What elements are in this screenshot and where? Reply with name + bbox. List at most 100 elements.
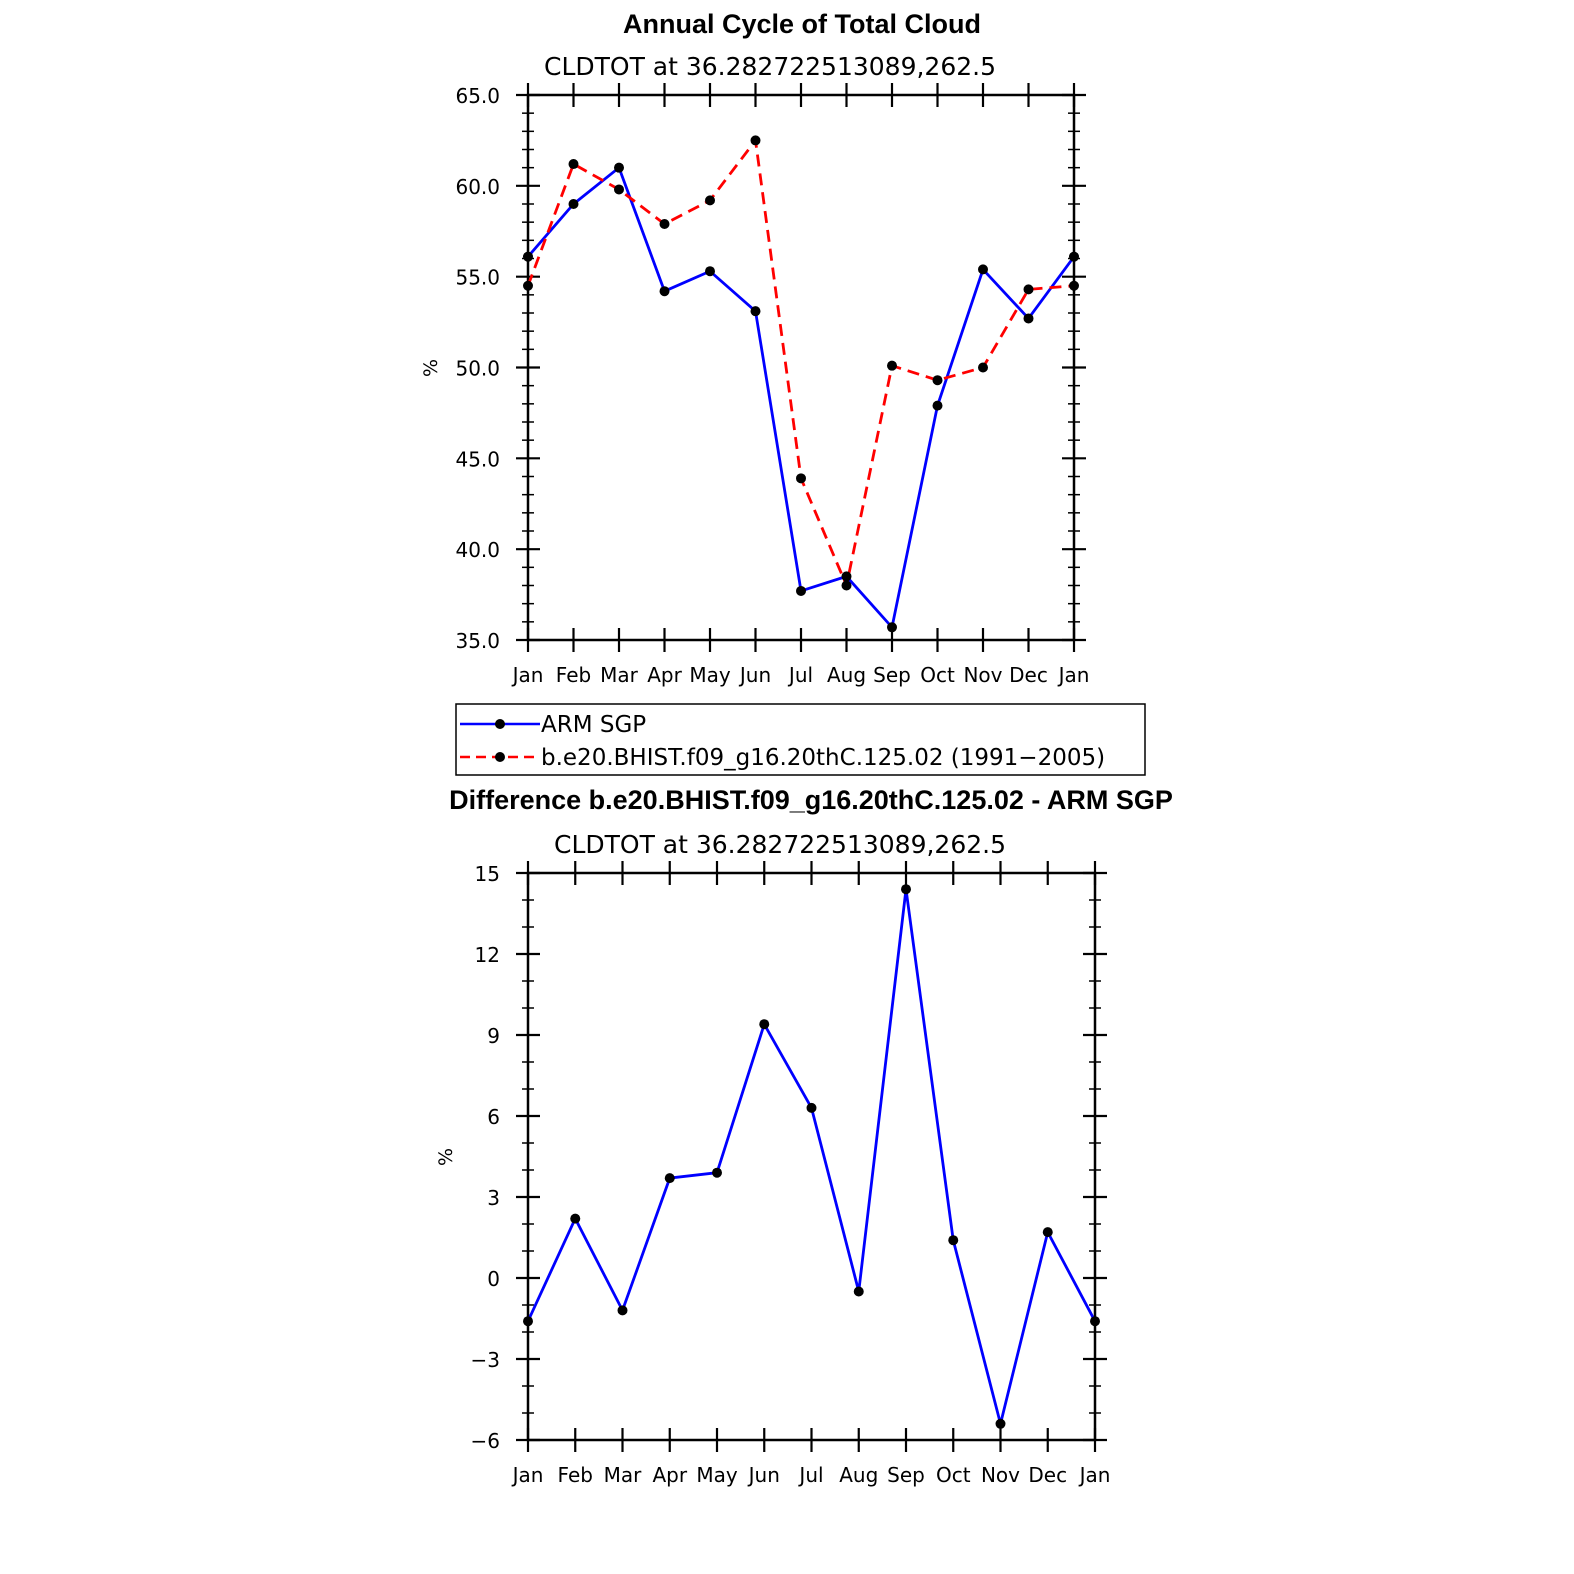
chart2-ytick-label: 15 bbox=[475, 862, 500, 886]
chart1-point bbox=[523, 251, 533, 262]
annual-cycle-chart: Annual Cycle of Total Cloud CLDTOT at 36… bbox=[420, 9, 1146, 776]
chart1-xtick-label: Jul bbox=[787, 663, 813, 687]
chart1-xtick-label: Jan bbox=[1057, 663, 1090, 687]
difference-chart: Difference b.e20.BHIST.f09_g16.20thC.125… bbox=[435, 785, 1173, 1487]
chart2-plot-frame bbox=[526, 871, 1097, 1442]
legend-label-arm: ARM SGP bbox=[541, 712, 646, 738]
chart1-xtick-label: Oct bbox=[920, 663, 955, 687]
chart1-ylabel: % bbox=[420, 359, 442, 377]
chart2-series bbox=[523, 884, 1100, 1429]
legend-box bbox=[455, 703, 1146, 776]
chart1-point bbox=[796, 585, 806, 596]
chart1-xtick-label: May bbox=[689, 663, 731, 687]
chart2-point bbox=[712, 1167, 722, 1178]
chart2-point bbox=[759, 1019, 770, 1030]
chart1-point bbox=[841, 580, 852, 591]
chart1-point bbox=[978, 264, 988, 275]
chart2-point bbox=[948, 1235, 959, 1246]
chart1-xtick-label: Aug bbox=[827, 663, 866, 687]
chart2-ylabel: % bbox=[435, 1148, 457, 1166]
chart1-point bbox=[1069, 251, 1079, 262]
chart1-xtick-label: Mar bbox=[600, 663, 639, 687]
chart2-xtick-label: Oct bbox=[936, 1463, 971, 1487]
chart1-ytick-label: 60.0 bbox=[455, 175, 500, 199]
chart1-xtick-label: Apr bbox=[647, 663, 682, 687]
chart1-series-line-0 bbox=[526, 165, 1076, 631]
chart1-point bbox=[796, 473, 806, 484]
chart2-ytick-label: 0 bbox=[487, 1267, 500, 1291]
chart1-point bbox=[568, 199, 579, 209]
chart2-xtick-label: Jan bbox=[511, 1463, 544, 1487]
chart2-title: Difference b.e20.BHIST.f09_g16.20thC.125… bbox=[449, 785, 1173, 815]
chart2-point bbox=[806, 1102, 817, 1113]
chart1-point bbox=[841, 571, 852, 582]
chart1-point bbox=[1023, 313, 1034, 324]
chart1-xtick-label: Dec bbox=[1009, 663, 1048, 687]
chart1-axes: 35.0 40.0 45.0 50.0 55.0 60.0 65.0 Jan Feb Mar Apr… bbox=[455, 83, 1089, 687]
chart1-point bbox=[887, 360, 897, 371]
chart2-point bbox=[853, 1286, 864, 1297]
chart2-xtick-label: Jun bbox=[747, 1463, 780, 1487]
chart2-point bbox=[570, 1213, 581, 1224]
chart2-ytick-label: 12 bbox=[475, 943, 500, 967]
chart1-ytick-label: 55.0 bbox=[455, 266, 500, 290]
chart2-ytick-label: −6 bbox=[471, 1429, 500, 1453]
chart1-subtitle: CLDTOT at 36.282722513089,262.5 bbox=[544, 52, 996, 81]
chart1-point bbox=[887, 622, 897, 633]
chart1-point bbox=[614, 184, 624, 195]
chart1-point bbox=[659, 218, 670, 229]
chart1-xtick-label: Sep bbox=[873, 663, 911, 687]
chart2-xtick-label: Feb bbox=[558, 1463, 593, 1487]
chart2-point bbox=[523, 1316, 533, 1327]
chart2-point bbox=[1042, 1227, 1053, 1238]
chart2-point bbox=[664, 1173, 675, 1184]
legend-label-model: b.e20.BHIST.f09_g16.20thC.125.02 (1991−2… bbox=[541, 745, 1105, 771]
chart1-point bbox=[750, 306, 761, 317]
chart2-ytick-label: −3 bbox=[471, 1348, 500, 1372]
chart1-ytick-label: 35.0 bbox=[455, 629, 500, 653]
chart1-ytick-label: 65.0 bbox=[455, 84, 500, 108]
chart1-point bbox=[659, 286, 670, 297]
chart2-point bbox=[1090, 1316, 1100, 1327]
chart2-xtick-label: Jul bbox=[797, 1463, 823, 1487]
chart1-title: Annual Cycle of Total Cloud bbox=[623, 9, 981, 39]
chart2-xtick-label: Aug bbox=[839, 1463, 878, 1487]
chart1-point bbox=[705, 266, 715, 277]
chart1-ytick-label: 50.0 bbox=[455, 357, 500, 381]
chart1-ytick-label: 40.0 bbox=[455, 538, 500, 562]
chart1-point bbox=[1023, 284, 1034, 295]
chart2-series-line-0 bbox=[526, 889, 1097, 1425]
chart2-xtick-label: May bbox=[696, 1463, 738, 1487]
chart2-ytick-label: 9 bbox=[487, 1024, 500, 1048]
chart2-ytick-label: 3 bbox=[487, 1186, 500, 1210]
chart2-point bbox=[617, 1305, 628, 1316]
chart1-point bbox=[523, 280, 533, 291]
chart2-ytick-label: 6 bbox=[487, 1105, 500, 1129]
chart2-point bbox=[901, 884, 911, 895]
chart1-point bbox=[614, 162, 624, 173]
chart2-subtitle: CLDTOT at 36.282722513089,262.5 bbox=[554, 830, 1006, 859]
chart1-point bbox=[705, 195, 715, 206]
chart1-point bbox=[932, 400, 943, 411]
chart1-xtick-label: Feb bbox=[556, 663, 591, 687]
chart1-xtick-label: Nov bbox=[963, 663, 1002, 687]
chart1-series bbox=[523, 135, 1079, 633]
chart1-ytick-label: 45.0 bbox=[455, 447, 500, 471]
chart1-point bbox=[932, 375, 943, 386]
chart2-axes: −6 −3 0 3 6 9 12 15 Jan Feb Mar Apr May Jun Jul Aug Sep O… bbox=[471, 861, 1111, 1487]
chart1-point bbox=[978, 362, 988, 373]
chart1-point bbox=[568, 159, 579, 170]
chart2-xtick-label: Jan bbox=[1078, 1463, 1111, 1487]
chart1-point bbox=[750, 135, 761, 146]
chart2-xtick-label: Dec bbox=[1028, 1463, 1067, 1487]
chart1-xtick-label: Jun bbox=[738, 663, 771, 687]
chart2-xtick-label: Nov bbox=[981, 1463, 1020, 1487]
chart2-xtick-label: Mar bbox=[604, 1463, 643, 1487]
chart1-xtick-label: Jan bbox=[511, 663, 544, 687]
chart1-series-line-1 bbox=[526, 136, 1075, 591]
chart1-legend: ARM SGP b.e20.BHIST.f09_g16.20thC.125.02… bbox=[455, 703, 1146, 776]
chart2-xtick-label: Apr bbox=[652, 1463, 687, 1487]
legend-marker-arm bbox=[495, 719, 505, 729]
chart1-point bbox=[1069, 280, 1079, 291]
